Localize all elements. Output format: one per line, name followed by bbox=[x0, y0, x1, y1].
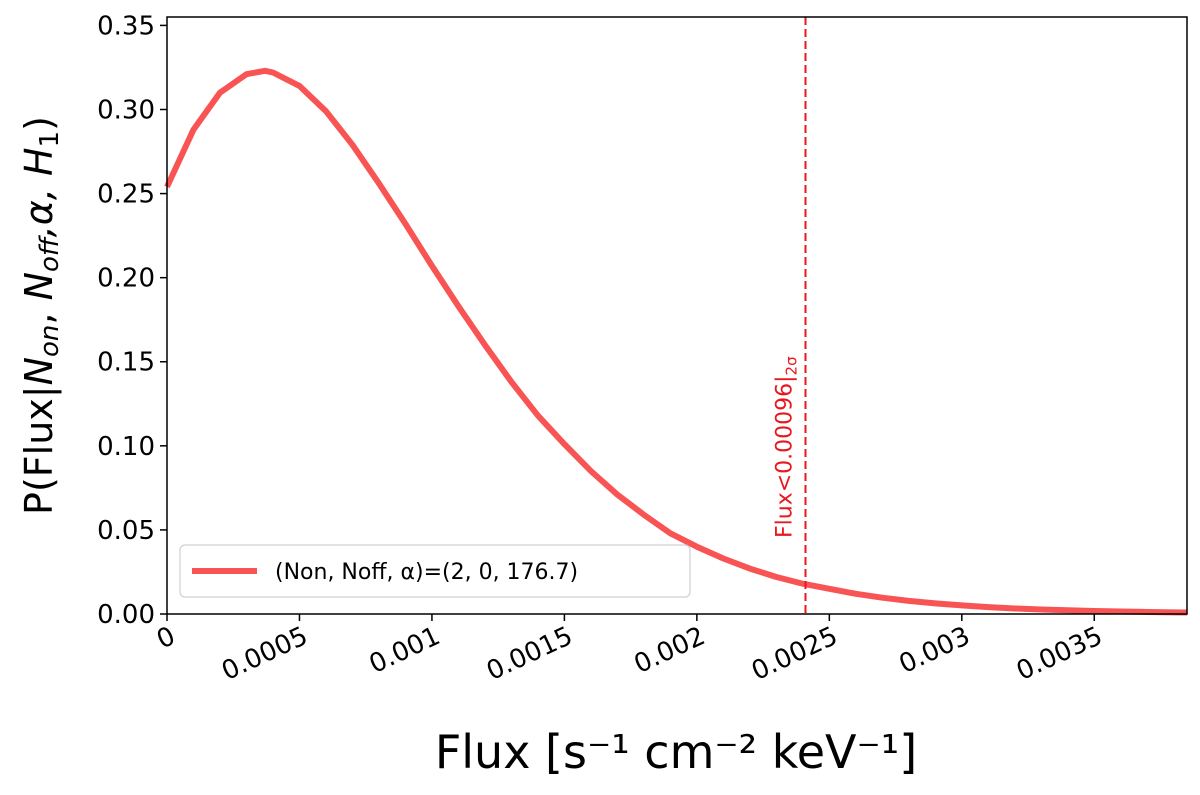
legend: (Non, Noff, α)=(2, 0, 176.7) bbox=[179, 544, 691, 598]
y-label-noff-sub: off bbox=[35, 234, 65, 272]
y-label-suffix: ) bbox=[17, 116, 61, 131]
y-axis-label: P(Flux|Non, Noff,α, H1) bbox=[17, 116, 65, 515]
plot-frame bbox=[166, 16, 1188, 615]
y-label-sep2: ,α, bbox=[17, 176, 61, 237]
x-tick-label-5: 0.0025 bbox=[747, 621, 842, 687]
threshold-label-main: Flux<0.00096| bbox=[772, 375, 797, 538]
legend-box bbox=[179, 544, 691, 598]
threshold-label: Flux<0.00096|2σ bbox=[772, 356, 800, 538]
y-tick-label-1: 0.05 bbox=[97, 516, 155, 546]
x-tick-label-2: 0.001 bbox=[365, 621, 445, 680]
threshold-label-sub: 2σ bbox=[782, 356, 800, 376]
x-tick-label-7: 0.0035 bbox=[1012, 621, 1107, 687]
y-label-non-sub: on bbox=[35, 325, 65, 357]
y-tick-label-5: 0.25 bbox=[97, 180, 155, 210]
y-tick-label-7: 0.35 bbox=[97, 11, 155, 41]
x-tick-label-3: 0.0015 bbox=[482, 621, 577, 687]
series-line-0 bbox=[164, 67, 1188, 616]
y-tick-label-4: 0.20 bbox=[97, 264, 155, 294]
y-tick-label-0: 0.00 bbox=[97, 600, 155, 630]
x-tick-label-6: 0.003 bbox=[895, 621, 975, 680]
x-tick-label-1: 0.0005 bbox=[217, 621, 312, 687]
y-label-prefix: P(Flux| bbox=[17, 385, 62, 515]
x-axis-label: Flux [s⁻¹ cm⁻² keV⁻¹] bbox=[435, 725, 917, 779]
x-tick-label-4: 0.002 bbox=[630, 621, 710, 680]
y-label-sep1: , bbox=[17, 300, 61, 324]
plot-layer bbox=[164, 17, 1188, 616]
y-label-h-sub: 1 bbox=[35, 131, 65, 148]
threshold-annotation: Flux<0.00096|2σ bbox=[772, 356, 800, 538]
legend-label: (Non, Noff, α)=(2, 0, 176.7) bbox=[275, 560, 578, 585]
y-label-h: H bbox=[17, 147, 61, 176]
y-label-non: N bbox=[17, 357, 61, 385]
y-label-noff: N bbox=[17, 272, 61, 300]
y-tick-label-3: 0.15 bbox=[97, 348, 155, 378]
y-tick-label-6: 0.30 bbox=[97, 95, 155, 125]
x-tick-label-0: 0 bbox=[152, 621, 180, 655]
y-tick-label-2: 0.10 bbox=[97, 432, 155, 462]
